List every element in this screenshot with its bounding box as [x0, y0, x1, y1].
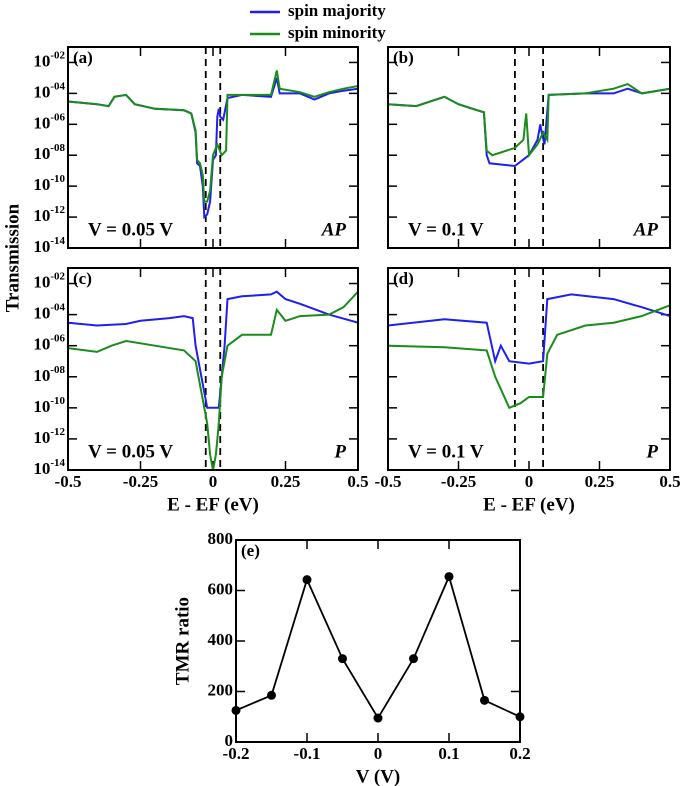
y-tick-label: 800 [208, 529, 234, 548]
x-tick-label: 0.25 [585, 472, 615, 491]
series-line [68, 77, 358, 220]
panel-label: (d) [393, 269, 414, 288]
y-tick-label: 10-04 [33, 301, 65, 322]
point [480, 695, 489, 705]
bias-label: V = 0.1 V [408, 441, 484, 462]
y-tick-label: 10-02 [33, 270, 65, 291]
y-tick-label: 10-04 [33, 80, 65, 101]
plot-area [68, 70, 358, 220]
panel-label: (c) [73, 269, 92, 288]
y-tick-label: 10-06 [33, 332, 65, 353]
x-tick-label: 0.2 [509, 744, 530, 763]
y-tick-label: 10-10 [33, 173, 65, 194]
frame [235, 539, 521, 743]
panel-label: (e) [241, 541, 260, 560]
bias-label: V = 0.1 V [408, 219, 484, 240]
x-tick-label: -0.25 [123, 472, 158, 491]
frame [387, 267, 671, 471]
series-line [68, 70, 358, 203]
x-tick-label: 0 [525, 472, 534, 491]
point [444, 572, 454, 582]
frame [67, 267, 359, 471]
y-axis-label: TMR ratio [172, 597, 193, 685]
config-label: P [645, 441, 658, 462]
legend-label: spin minority [288, 23, 386, 42]
y-tick-label: 10-10 [33, 394, 65, 415]
x-tick-label: 0.5 [347, 472, 368, 491]
x-axis-label: V (V) [356, 766, 401, 786]
x-tick-label: -0.5 [55, 472, 82, 491]
x-tick-label: 0 [209, 472, 218, 491]
x-axis-label: E - EF (eV) [483, 494, 575, 515]
point [267, 690, 276, 700]
plot-area [68, 290, 358, 470]
bias-label: V = 0.05 V [88, 441, 173, 462]
x-tick-label: 0.5 [659, 472, 680, 491]
y-tick-label: 10-08 [33, 363, 65, 384]
series-line [68, 291, 358, 470]
config-label: AP [633, 219, 659, 240]
x-axis-label: E - EF (eV) [167, 494, 259, 515]
frame [67, 46, 359, 249]
x-tick-label: -0.2 [223, 744, 250, 763]
bias-label: V = 0.05 V [88, 219, 173, 240]
series-line [68, 290, 358, 409]
x-tick-label: 0.25 [271, 472, 301, 491]
x-tick-label: -0.1 [294, 744, 321, 763]
panel-label: (a) [73, 48, 93, 67]
y-tick-label: 10-06 [33, 111, 65, 132]
x-tick-label: -0.5 [375, 472, 402, 491]
series-line [388, 304, 670, 410]
series-line [388, 293, 670, 365]
y-tick-label: 10-12 [33, 204, 65, 225]
y-axis-label: Transmission [2, 203, 23, 312]
x-tick-label: 0.1 [438, 744, 459, 763]
y-tick-label: 400 [208, 630, 234, 649]
point [373, 713, 383, 723]
legend-label: spin majority [288, 1, 386, 20]
y-tick-label: 200 [208, 680, 234, 699]
point [409, 654, 418, 664]
y-tick-label: 10-02 [33, 49, 65, 70]
series-line [388, 82, 670, 158]
point [338, 654, 347, 664]
y-tick-label: 10-14 [33, 235, 65, 256]
x-tick-label: -0.25 [441, 472, 476, 491]
y-tick-label: 10-08 [33, 142, 65, 163]
series-line [236, 573, 520, 720]
point [302, 575, 312, 585]
plot-area [388, 82, 670, 168]
panel-label: (b) [393, 48, 414, 67]
plot-area [388, 293, 670, 410]
config-label: P [333, 441, 346, 462]
y-tick-label: 600 [208, 579, 234, 598]
plot-area [236, 573, 520, 720]
frame [387, 46, 671, 249]
config-label: AP [321, 219, 347, 240]
y-tick-label: 0 [225, 731, 234, 750]
y-tick-label: 10-14 [33, 457, 65, 478]
x-tick-label: 0 [374, 744, 383, 763]
y-tick-label: 10-12 [33, 425, 65, 446]
